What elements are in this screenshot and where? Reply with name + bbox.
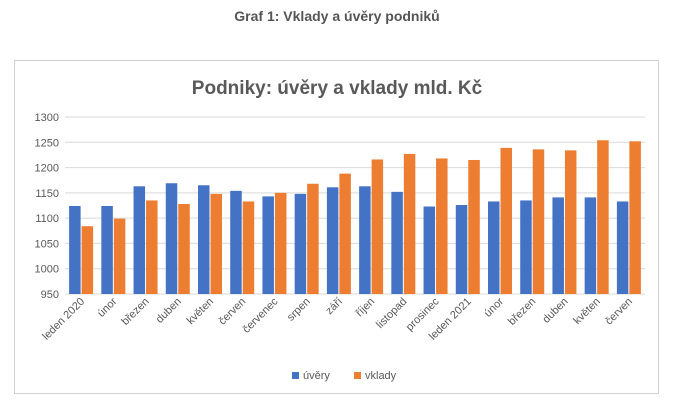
bar-vklady (307, 183, 319, 294)
x-tick-label: březen (119, 296, 151, 328)
legend-swatch (354, 372, 361, 379)
bar-vklady (146, 200, 158, 294)
x-tick-label: leden 2020 (40, 296, 87, 343)
y-tick-label: 1150 (35, 188, 59, 200)
bar-uvery (455, 204, 468, 294)
bar-vklady (564, 150, 577, 294)
bar-uvery (391, 191, 403, 294)
y-tick-label: 1000 (35, 264, 59, 276)
chart-title: Podniky: úvěry a vklady mld. Kč (192, 78, 483, 99)
bar-uvery (101, 206, 113, 294)
x-tick-label: červenec (241, 295, 281, 335)
bar-uvery (584, 197, 597, 294)
bar-vklady (113, 218, 126, 294)
x-axis-ticks: leden 2020 únor březen duben květen červenčer… (40, 295, 635, 342)
bar-vklady (242, 201, 255, 294)
bar-vklady (403, 153, 416, 294)
bar-uvery (326, 187, 339, 294)
x-tick-label: únor (482, 295, 506, 319)
bar-vklady (436, 158, 448, 294)
x-tick-label: duben (540, 296, 570, 326)
bar-vklady (178, 203, 190, 294)
x-tick-label: červen (603, 296, 635, 328)
bar-uvery (552, 197, 564, 294)
bar-vklady (532, 149, 545, 294)
bar-vklady (468, 159, 480, 294)
legend-label: vklady (365, 370, 397, 382)
chart-frame: Podniky: úvěry a vklady mld. Kč 950 1000 1… (14, 60, 659, 394)
y-axis-ticks: 950 1000 1050 1100 1150 1200 1250 1300 (35, 112, 59, 301)
bar-vklady (597, 140, 609, 294)
bar-vklady (371, 159, 384, 294)
y-tick-label: 1250 (35, 137, 59, 149)
x-tick-label: květen (571, 296, 602, 327)
bar-uvery (616, 201, 629, 294)
x-tick-label: srpen (285, 296, 313, 324)
gridlines (65, 116, 645, 295)
y-tick-label: 1050 (35, 238, 59, 250)
y-tick-label: 1100 (35, 213, 59, 225)
x-tick-label: říjen (354, 296, 378, 320)
bar-vklady (629, 141, 641, 294)
bar-uvery (294, 193, 307, 294)
legend: úvěry vklady (292, 370, 397, 382)
bar-vklady (274, 192, 287, 294)
bar-uvery (423, 206, 436, 294)
x-tick-label: květen (185, 296, 216, 327)
y-tick-label: 1200 (35, 163, 59, 175)
bar-uvery (262, 196, 274, 294)
legend-swatch (292, 372, 299, 379)
bar-uvery (165, 183, 178, 294)
x-tick-label: září (324, 296, 345, 317)
bar-vklady (210, 193, 222, 294)
bar-uvery (230, 190, 242, 294)
bar-uvery (359, 186, 371, 294)
bar-uvery (133, 186, 146, 294)
bar-uvery (198, 185, 210, 294)
bar-uvery (488, 201, 500, 294)
x-tick-label: duben (154, 296, 184, 326)
x-tick-label: únor (95, 295, 119, 319)
figure-caption: Graf 1: Vklady a úvěry podniků (234, 8, 440, 24)
bar-chart: Podniky: úvěry a vklady mld. Kč 950 1000 1… (35, 78, 645, 382)
bar-vklady (81, 226, 94, 294)
bar-uvery (520, 200, 532, 294)
y-tick-label: 950 (41, 289, 59, 301)
y-tick-label: 1300 (35, 112, 59, 124)
x-tick-label: březen (506, 296, 538, 328)
legend-label: úvěry (303, 370, 330, 382)
bar-vklady (339, 173, 351, 294)
bars (69, 140, 641, 294)
x-tick-label: červen (217, 296, 249, 328)
bar-vklady (500, 147, 512, 294)
bar-uvery (69, 206, 81, 294)
